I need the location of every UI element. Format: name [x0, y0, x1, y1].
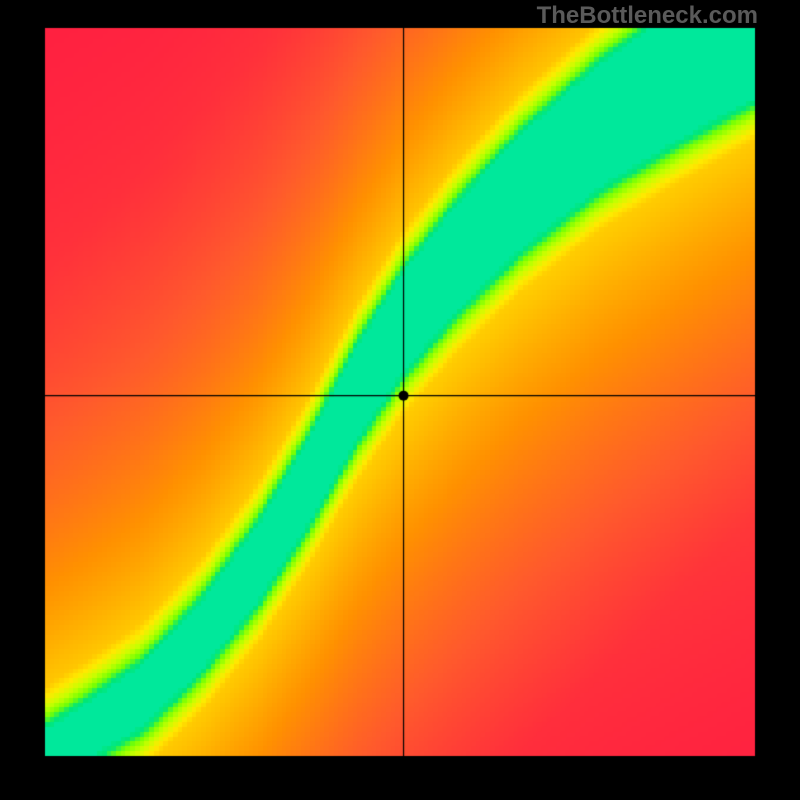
watermark-text: TheBottleneck.com [537, 2, 758, 30]
heatmap-canvas [0, 0, 800, 800]
chart-container: TheBottleneck.com [0, 0, 800, 800]
